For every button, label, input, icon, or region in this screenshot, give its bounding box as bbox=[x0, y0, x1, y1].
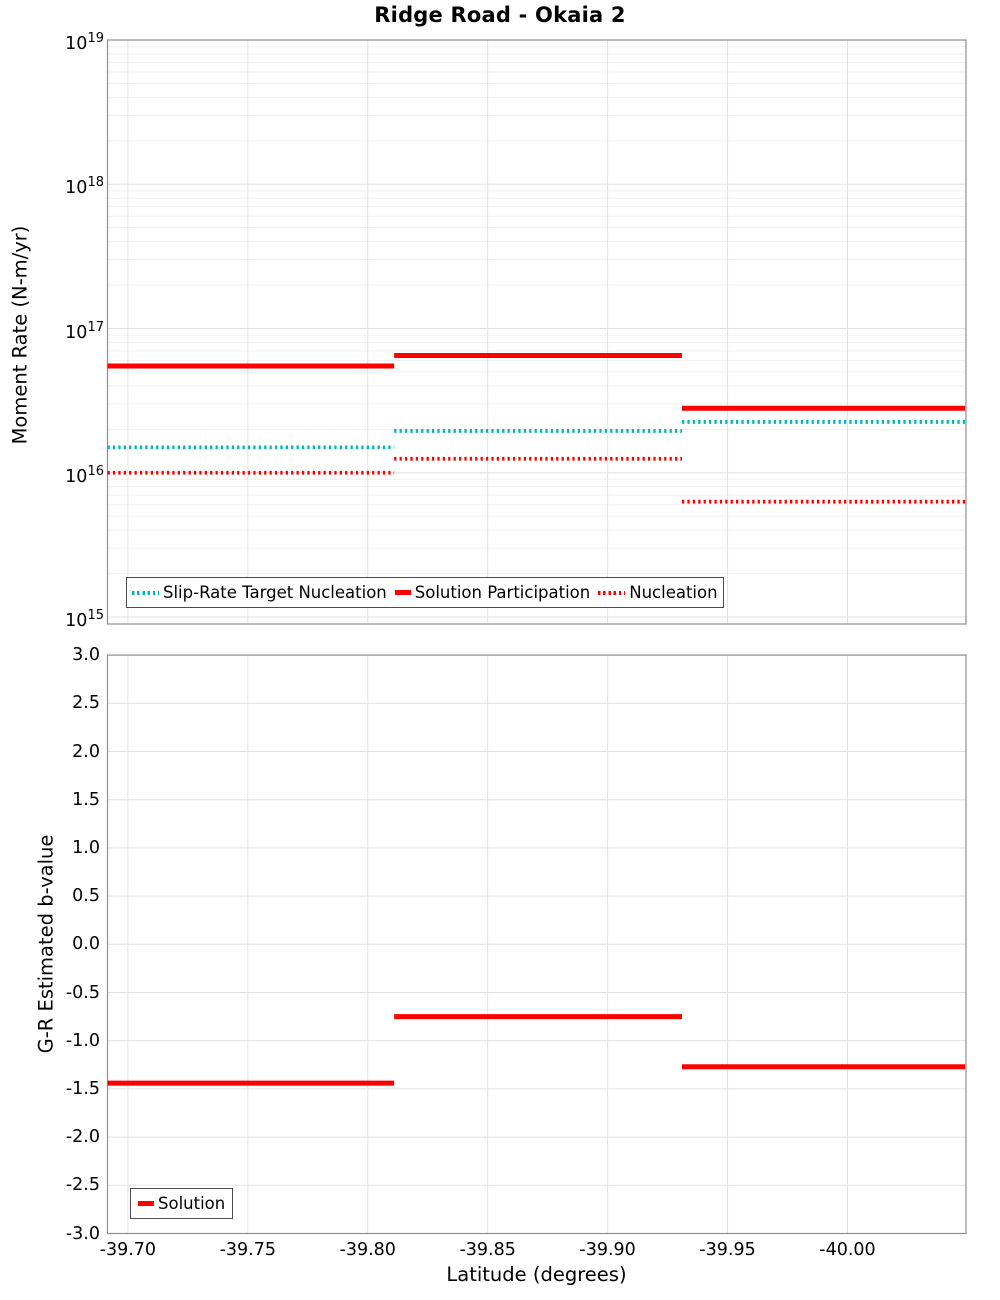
bottom-y-tick-label: 2.0 bbox=[72, 741, 100, 762]
bottom-y-tick-label: -3.0 bbox=[65, 1223, 100, 1244]
legend-line-sample-dotted-red bbox=[598, 590, 626, 595]
top-legend: Slip-Rate Target Nucleation Solution Par… bbox=[126, 577, 724, 608]
top-y-tick-label: 1019 bbox=[65, 31, 104, 54]
chart-title: Ridge Road - Okaia 2 bbox=[374, 3, 626, 27]
bottom-y-tick-label: 1.5 bbox=[72, 789, 100, 810]
legend-label: Slip-Rate Target Nucleation bbox=[163, 583, 387, 602]
bottom-y-tick-label: -1.0 bbox=[65, 1030, 100, 1051]
x-tick-label: -39.75 bbox=[219, 1240, 277, 1260]
x-tick-label: -39.80 bbox=[339, 1240, 396, 1260]
bottom-y-tick-label: -2.0 bbox=[65, 1127, 100, 1148]
top-y-tick-label: 1018 bbox=[65, 175, 104, 199]
legend-item: Solution bbox=[138, 1194, 225, 1213]
bottom-y-tick-label: 0.0 bbox=[72, 934, 100, 955]
x-tick-label: -39.70 bbox=[99, 1240, 157, 1260]
bottom-y-tick-label: -0.5 bbox=[65, 982, 100, 1003]
bottom-y-tick-label: -2.5 bbox=[65, 1175, 100, 1196]
x-tick-label: -39.95 bbox=[699, 1240, 756, 1260]
bottom-plot-frame bbox=[106, 654, 967, 1235]
legend-item: Slip-Rate Target Nucleation bbox=[132, 583, 387, 602]
bottom-y-tick-label: 0.5 bbox=[72, 886, 100, 907]
top-y-tick-label: 1016 bbox=[65, 463, 104, 487]
x-tick-label: -39.85 bbox=[459, 1240, 516, 1260]
legend-label: Solution Participation bbox=[414, 583, 591, 602]
legend-line-sample-solid-red bbox=[394, 590, 411, 595]
top-y-tick-label: 1015 bbox=[65, 608, 104, 631]
legend-item: Nucleation bbox=[598, 583, 718, 602]
bottom-y-tick-label: 3.0 bbox=[72, 645, 100, 666]
bottom-legend: Solution bbox=[130, 1188, 234, 1219]
legend-line-sample-dotted-cyan bbox=[132, 590, 159, 595]
x-tick-label: -40.00 bbox=[819, 1240, 876, 1260]
legend-item: Solution Participation bbox=[394, 583, 591, 602]
legend-line-sample-solid-red bbox=[138, 1201, 154, 1206]
legend-label: Nucleation bbox=[629, 583, 718, 602]
bottom-y-tick-label: -1.5 bbox=[65, 1078, 100, 1099]
legend-label: Solution bbox=[158, 1194, 226, 1213]
x-tick-label: -39.90 bbox=[579, 1240, 636, 1260]
top-y-tick-label: 1017 bbox=[65, 319, 104, 343]
top-plot-frame bbox=[106, 39, 967, 625]
x-axis-label: Latitude (degrees) bbox=[446, 1263, 627, 1286]
bottom-y-tick-label: 2.5 bbox=[72, 693, 100, 714]
bottom-y-tick-label: 1.0 bbox=[72, 837, 100, 858]
